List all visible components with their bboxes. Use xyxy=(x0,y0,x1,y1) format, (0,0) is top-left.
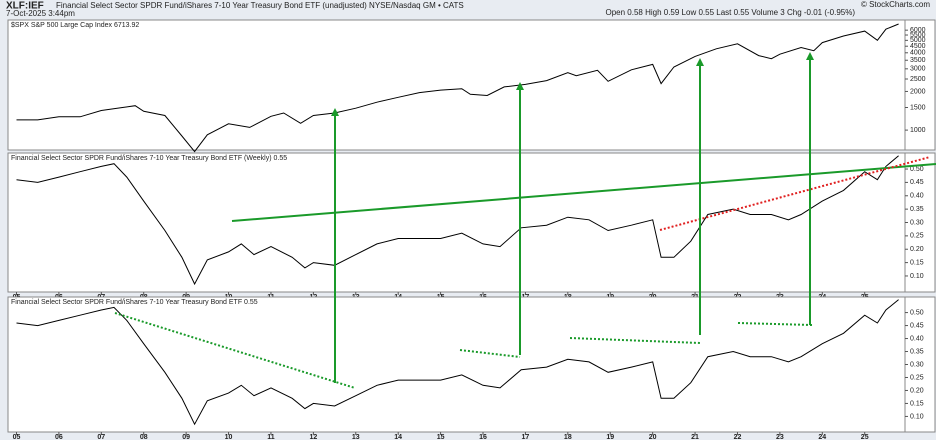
y-tick-label: 6000 xyxy=(910,27,926,34)
y-tick-label: 1500 xyxy=(910,104,926,111)
trend-line xyxy=(737,322,813,326)
y-tick-label: 0.25 xyxy=(910,233,924,240)
trend-line xyxy=(569,337,701,344)
header-title: Financial Select Sector SPDR Fund/iShare… xyxy=(56,1,464,10)
y-tick-label: 0.40 xyxy=(910,193,924,200)
price-line xyxy=(16,155,899,286)
trend-line xyxy=(231,163,936,222)
brand: © StockCharts.com xyxy=(861,0,930,9)
annotations xyxy=(114,52,936,389)
y-tick-label: 5000 xyxy=(910,37,926,44)
y-tick-label: 0.15 xyxy=(910,400,924,407)
y-tick-label: 5500 xyxy=(910,32,926,39)
x-tick-label: 16 xyxy=(479,434,487,440)
panel-title: Financial Select Sector SPDR Fund/iShare… xyxy=(11,299,258,306)
y-tick-label: 0.30 xyxy=(910,219,924,226)
x-tick-label: 05 xyxy=(13,434,21,440)
y-tick-label: 0.20 xyxy=(910,246,924,253)
y-tick-label: 0.10 xyxy=(910,273,924,280)
panel-title: Financial Select Sector SPDR Fund/iShare… xyxy=(11,155,287,162)
x-tick-label: 07 xyxy=(97,434,105,440)
price-line xyxy=(16,299,899,426)
x-tick-label: 12 xyxy=(309,434,317,440)
y-tick-label: 2000 xyxy=(910,88,926,95)
y-tick-label: 0.50 xyxy=(910,309,924,316)
trend-line xyxy=(114,312,356,389)
x-tick-label: 06 xyxy=(55,434,63,440)
symbol: XLF:IEF xyxy=(6,1,44,12)
y-tick-label: 0.30 xyxy=(910,361,924,368)
y-tick-label: 0.15 xyxy=(910,259,924,266)
y-tick-label: 3000 xyxy=(910,66,926,73)
x-tick-label: 18 xyxy=(564,434,572,440)
panel xyxy=(7,296,906,433)
x-tick-label: 20 xyxy=(649,434,657,440)
x-tick-label: 17 xyxy=(522,434,530,440)
x-tick-label: 22 xyxy=(734,434,742,440)
x-tick-label: 21 xyxy=(691,434,699,440)
y-tick-label: 0.40 xyxy=(910,335,924,342)
y-tick-label: 0.35 xyxy=(910,206,924,213)
y-tick-label: 0.25 xyxy=(910,374,924,381)
x-tick-label: 13 xyxy=(352,434,360,440)
y-tick-label: 4500 xyxy=(910,43,926,50)
x-tick-label: 11 xyxy=(267,434,275,440)
axis-strip xyxy=(904,152,936,293)
y-tick-label: 1000 xyxy=(910,127,926,134)
panel xyxy=(7,19,906,151)
panel xyxy=(7,152,906,293)
y-tick-label: 3500 xyxy=(910,57,926,64)
x-tick-label: 08 xyxy=(140,434,148,440)
y-tick-label: 0.45 xyxy=(910,322,924,329)
x-tick-label: 25 xyxy=(861,434,869,440)
y-tick-label: 4000 xyxy=(910,50,926,57)
axis-strip xyxy=(904,296,936,433)
x-tick-label: 15 xyxy=(437,434,445,440)
y-tick-label: 0.50 xyxy=(910,166,924,173)
trend-line xyxy=(659,156,931,231)
x-tick-label: 14 xyxy=(394,434,402,440)
y-tick-label: 0.10 xyxy=(910,413,924,420)
x-tick-label: 09 xyxy=(182,434,190,440)
y-tick-label: 0.20 xyxy=(910,387,924,394)
panel-title: $SPX S&P 500 Large Cap Index 6713.92 xyxy=(11,22,139,29)
panels: 1000 1500 2000 2500 3000 35004000450050005500… xyxy=(7,19,936,440)
axis-strip xyxy=(904,19,936,151)
x-tick-label: 23 xyxy=(776,434,784,440)
y-tick-label: 0.45 xyxy=(910,179,924,186)
price-line xyxy=(16,23,899,153)
y-tick-label: 0.35 xyxy=(910,348,924,355)
x-tick-label: 19 xyxy=(606,434,614,440)
x-tick-label: 24 xyxy=(818,434,826,440)
x-tick-label: 10 xyxy=(225,434,233,440)
header-date: 7-Oct-2025 3:44pm xyxy=(6,9,75,18)
y-tick-label: 2500 xyxy=(910,76,926,83)
quote: Open 0.58 High 0.59 Low 0.55 Last 0.55 V… xyxy=(606,8,856,17)
